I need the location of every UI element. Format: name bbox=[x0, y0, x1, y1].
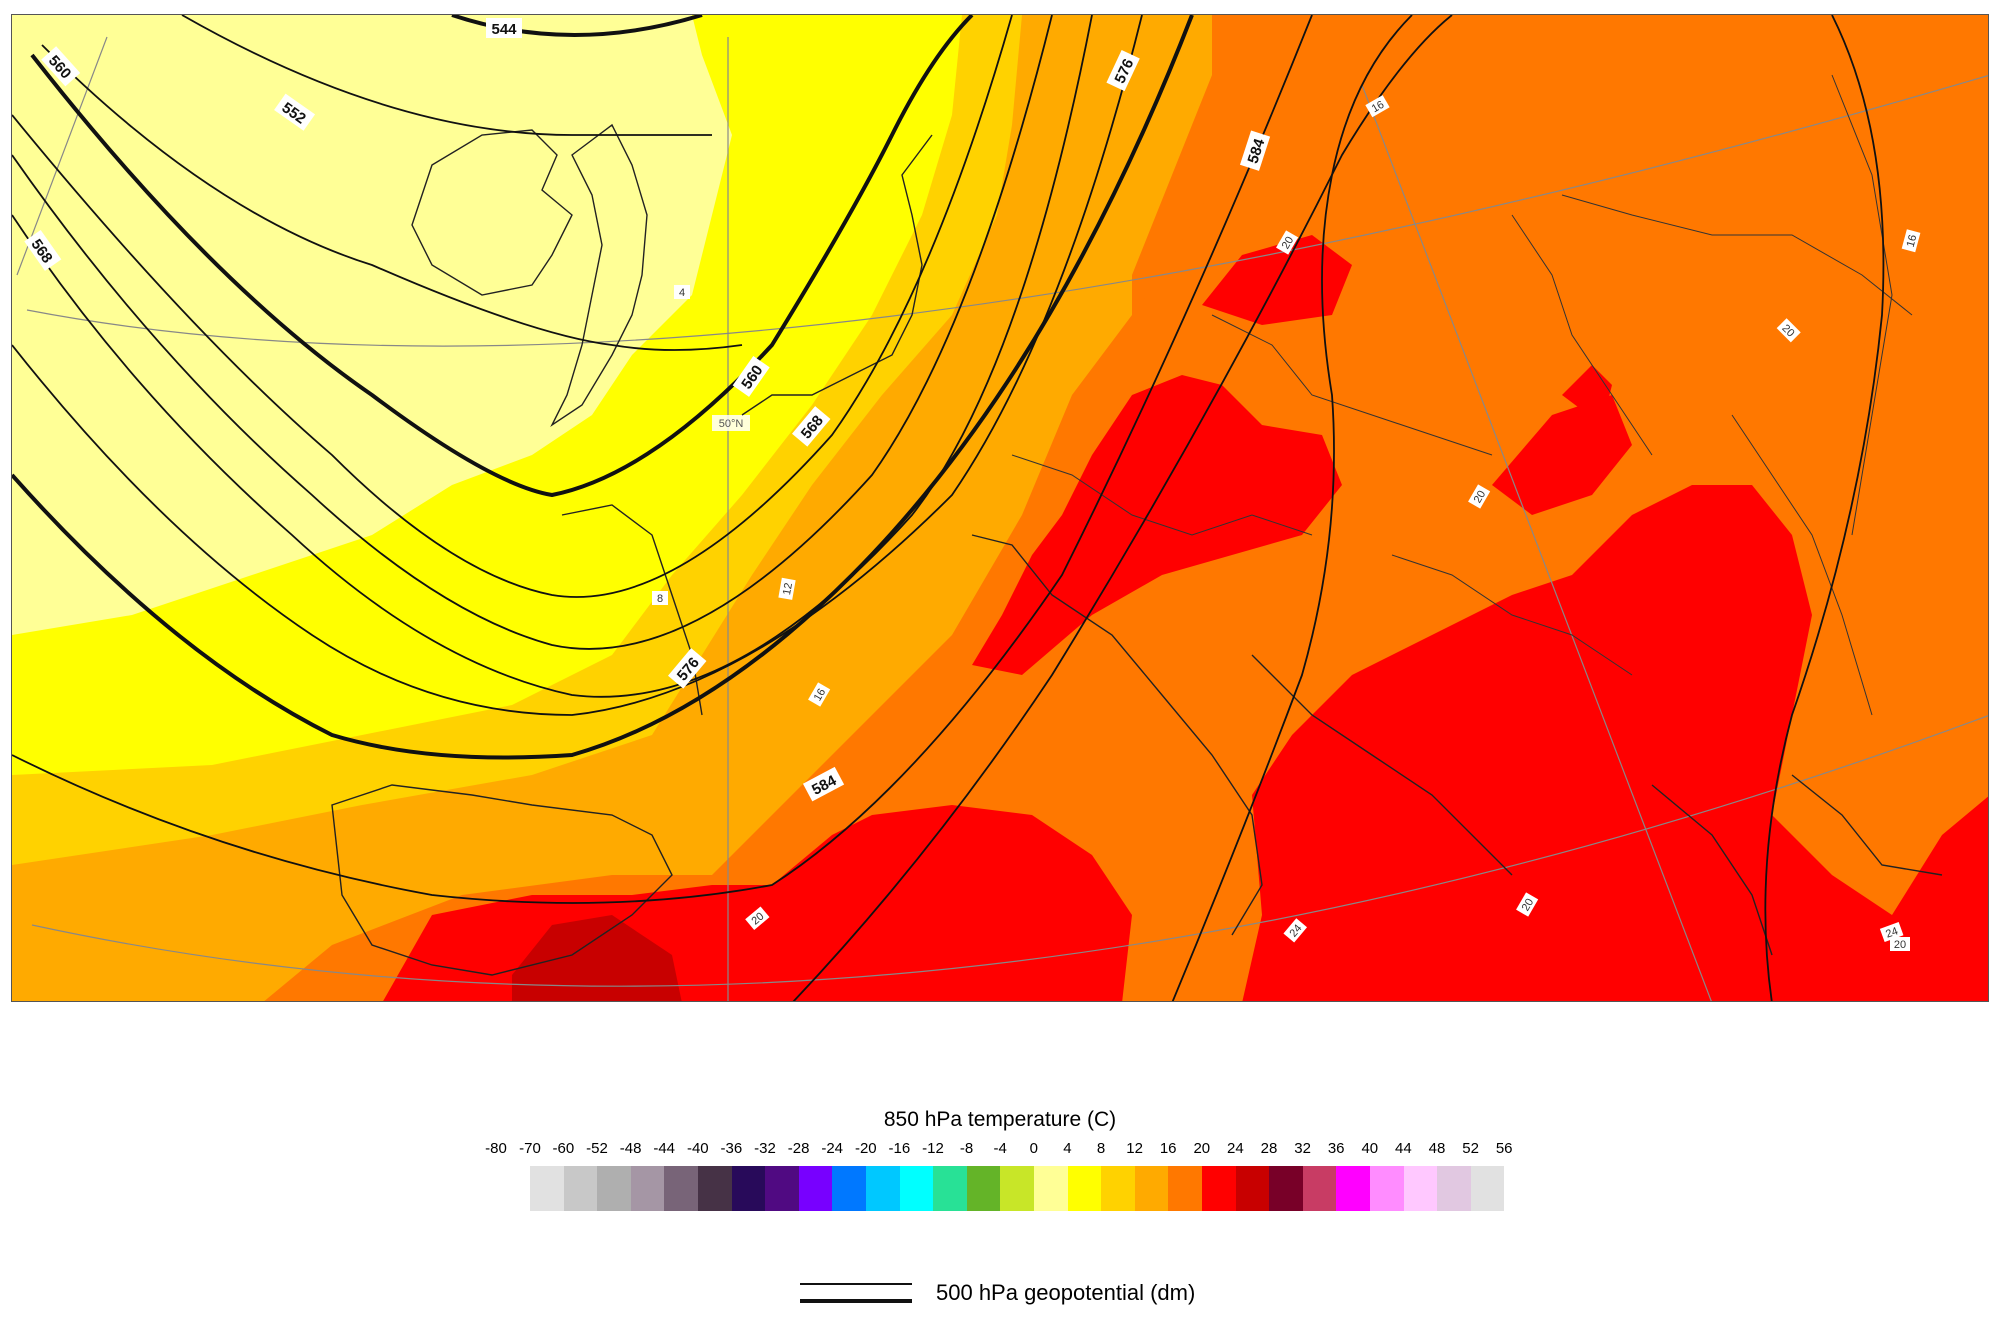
legend-tick-label: -20 bbox=[854, 1140, 877, 1157]
legend-tick-label: 32 bbox=[1294, 1140, 1311, 1157]
legend-swatch bbox=[1134, 1166, 1169, 1211]
temp-label: 16 bbox=[1370, 99, 1387, 116]
legend-tick-label: -80 bbox=[485, 1140, 507, 1157]
legend-swatch bbox=[765, 1166, 799, 1211]
legend-swatch bbox=[698, 1166, 732, 1211]
legend-swatch bbox=[866, 1166, 900, 1211]
legend-swatch bbox=[563, 1166, 598, 1211]
legend-swatch bbox=[1302, 1166, 1337, 1211]
legend-swatch bbox=[798, 1166, 833, 1211]
legend-swatch bbox=[933, 1166, 967, 1211]
temp-label: 16 bbox=[1905, 234, 1920, 249]
legend-tick-label: -60 bbox=[552, 1140, 575, 1157]
legend-tick-label: 52 bbox=[1462, 1140, 1479, 1157]
geopotential-legend-label: 500 hPa geopotential (dm) bbox=[936, 1280, 1196, 1305]
legend-swatch bbox=[597, 1166, 631, 1211]
temp-label: 12 bbox=[781, 582, 795, 596]
legend-ticks: -80 -70 -60 -52 -48 -44 -40 -36 -32 -28 -24 -20 -16-… bbox=[0, 1140, 2000, 1162]
legend-swatch bbox=[1269, 1166, 1303, 1211]
legend-swatch bbox=[1168, 1166, 1202, 1211]
legend-tick-label: -48 bbox=[619, 1140, 642, 1157]
legend-swatch bbox=[1336, 1166, 1370, 1211]
legend-swatch bbox=[966, 1166, 1001, 1211]
legend-tick-label: 20 bbox=[1193, 1140, 1211, 1157]
geopotential-contours bbox=[12, 15, 1885, 1001]
legend-tick-label: -24 bbox=[821, 1140, 844, 1157]
temp-label: 20 bbox=[1894, 939, 1906, 951]
legend-swatch bbox=[530, 1166, 564, 1211]
legend-tick-label: -32 bbox=[754, 1140, 776, 1157]
legend-tick-label: -28 bbox=[787, 1140, 810, 1157]
temp-label: 20 bbox=[1472, 489, 1489, 506]
legend-swatch bbox=[1101, 1166, 1135, 1211]
legend-swatch bbox=[1067, 1166, 1102, 1211]
legend-tick-label: 28 bbox=[1260, 1140, 1278, 1157]
legend-tick-label: 36 bbox=[1327, 1140, 1345, 1157]
legend-tick-label: -44 bbox=[653, 1140, 676, 1157]
legend-tick-label: 16 bbox=[1159, 1140, 1177, 1157]
legend-swatch bbox=[832, 1166, 866, 1211]
temperature-field: 50°N 544 55 bbox=[12, 15, 1988, 1001]
country-borders bbox=[1011, 74, 1913, 716]
legend-swatch bbox=[899, 1166, 934, 1211]
legend-tick-label: -16 bbox=[888, 1140, 911, 1157]
temp-label: 24 bbox=[1884, 925, 1900, 940]
legend-tick-label: 40 bbox=[1361, 1140, 1379, 1157]
thin-contour-sample bbox=[800, 1283, 912, 1285]
legend-title: 850 hPa temperature (C) bbox=[883, 1108, 1117, 1131]
legend-tick-label: 4 bbox=[1063, 1140, 1072, 1157]
temp-label: 20 bbox=[1280, 235, 1297, 252]
legend-tick-label: -8 bbox=[959, 1140, 974, 1157]
legend-tick-label: 12 bbox=[1126, 1140, 1143, 1157]
thick-contour-sample bbox=[800, 1299, 912, 1303]
temp-label: 8 bbox=[657, 593, 663, 605]
legend-swatch bbox=[664, 1166, 698, 1211]
latitude-label: 50°N bbox=[719, 418, 744, 430]
legend-swatch bbox=[1370, 1166, 1404, 1211]
legend-swatch bbox=[1034, 1166, 1068, 1211]
legend-tick-label: -36 bbox=[720, 1140, 743, 1157]
legend-swatch bbox=[1000, 1166, 1034, 1211]
legend-swatch bbox=[1235, 1166, 1270, 1211]
legend-tick-label: 44 bbox=[1395, 1140, 1412, 1157]
legend-swatch bbox=[1202, 1166, 1236, 1211]
legend-tick-label: -12 bbox=[922, 1140, 944, 1157]
contour-label: 544 bbox=[491, 21, 517, 38]
legend-swatch bbox=[1437, 1166, 1471, 1211]
coastlines bbox=[331, 123, 1943, 976]
temp-label: 4 bbox=[679, 287, 685, 299]
legend-tick-label: 24 bbox=[1227, 1140, 1244, 1157]
legend-tick-label: -52 bbox=[586, 1140, 608, 1157]
legend-tick-label: -70 bbox=[519, 1140, 541, 1157]
legend-tick-label: 48 bbox=[1428, 1140, 1446, 1157]
temp-label: 20 bbox=[1520, 897, 1537, 914]
temp-label: 16 bbox=[812, 687, 829, 704]
legend-tick-label: 8 bbox=[1096, 1140, 1106, 1157]
legend-tick-label: -40 bbox=[686, 1140, 709, 1157]
legend-swatch bbox=[630, 1166, 665, 1211]
legend-tick-label: 0 bbox=[1029, 1140, 1038, 1157]
legend-tick-label: 56 bbox=[1495, 1140, 1513, 1157]
weather-map: 50°N 544 55 bbox=[11, 14, 1989, 1002]
legend-swatch bbox=[1403, 1166, 1438, 1211]
legend-swatch bbox=[1470, 1166, 1505, 1211]
legend-swatch bbox=[731, 1166, 766, 1211]
legend-tick-label: -4 bbox=[993, 1140, 1007, 1157]
